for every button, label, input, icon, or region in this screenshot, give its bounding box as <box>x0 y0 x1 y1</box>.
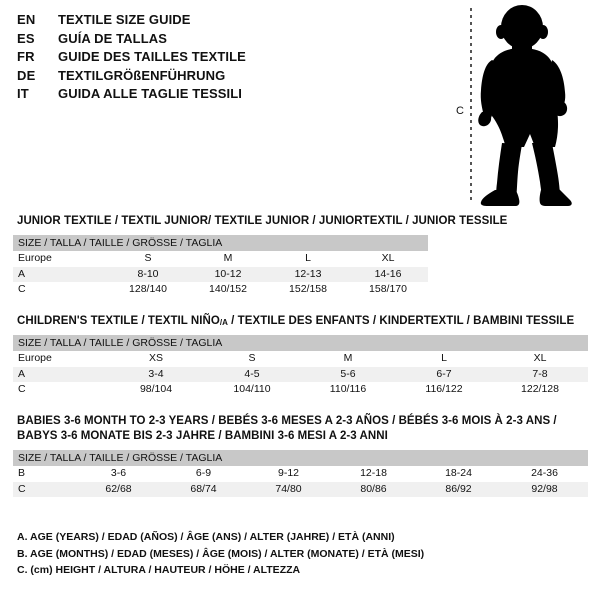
row-label: C <box>13 282 108 298</box>
cell: L <box>396 351 492 367</box>
language-title: GUÍA DE TALLAS <box>58 30 168 46</box>
table-row: A 8-10 10-12 12-13 14-16 <box>13 266 429 282</box>
section-title-children-part2: / TEXTILE DES ENFANTS / KINDERTEXTIL / B… <box>227 315 575 327</box>
cell: 5-6 <box>300 366 396 382</box>
cell: L <box>268 251 348 267</box>
language-title-block: EN TEXTILE SIZE GUIDE ES GUÍA DE TALLAS … <box>17 12 437 105</box>
row-label: C <box>13 382 108 398</box>
language-row: DE TEXTILGRÖßENFÜHRUNG <box>17 68 437 87</box>
table-row: C 98/104 104/110 110/116 116/122 122/128 <box>13 382 588 398</box>
table-header-row: SIZE / TALLA / TAILLE / GRÖSSE / TAGLIA <box>13 450 589 466</box>
cell: 68/74 <box>161 481 246 497</box>
language-code: ES <box>17 30 35 46</box>
table-row: Europe S M L XL <box>13 251 429 267</box>
table-row: B 3-6 6-9 9-12 12-18 18-24 24-36 <box>13 466 589 482</box>
cell: 4-5 <box>204 366 300 382</box>
language-code: EN <box>17 12 36 27</box>
cell: 18-24 <box>416 466 501 482</box>
cell: 86/92 <box>416 481 501 497</box>
height-dimension-label: C <box>456 105 464 117</box>
language-row: IT GUIDA ALLE TAGLIE TESSILI <box>17 86 437 105</box>
table-junior: SIZE / TALLA / TAILLE / GRÖSSE / TAGLIA … <box>13 235 429 298</box>
cell: 14-16 <box>348 266 429 282</box>
table-header-label: SIZE / TALLA / TAILLE / GRÖSSE / TAGLIA <box>13 335 588 351</box>
cell: M <box>300 351 396 367</box>
legend-row-c: C. (cm) HEIGHT / ALTURA / HAUTEUR / HÖHE… <box>17 564 301 576</box>
cell: 98/104 <box>108 382 204 398</box>
cell: 7-8 <box>492 366 588 382</box>
table-row: C 128/140 140/152 152/158 158/170 <box>13 282 429 298</box>
cell: 104/110 <box>204 382 300 398</box>
section-title-children: CHILDREN'S TEXTILE / TEXTIL NIÑO/A / TEX… <box>17 314 588 329</box>
table-babies: SIZE / TALLA / TAILLE / GRÖSSE / TAGLIA … <box>13 450 589 497</box>
section-title-children-sub: /A <box>219 318 228 327</box>
cell: 158/170 <box>348 282 429 298</box>
section-junior: JUNIOR TEXTILE / TEXTIL JUNIOR/ TEXTILE … <box>13 214 508 298</box>
cell: 10-12 <box>188 266 268 282</box>
legend-row-b: B. AGE (MONTHS) / EDAD (MESES) / ÂGE (MO… <box>17 547 425 560</box>
cell: 122/128 <box>492 382 588 398</box>
cell: 12-18 <box>331 466 416 482</box>
language-title: TEXTILGRÖßENFÜHRUNG <box>58 67 226 83</box>
language-row: ES GUÍA DE TALLAS <box>17 31 437 50</box>
row-label: A <box>13 266 108 282</box>
cell: S <box>108 251 188 267</box>
cell: 6-9 <box>161 466 246 482</box>
cell: 3-4 <box>108 366 204 382</box>
table-header-row: SIZE / TALLA / TAILLE / GRÖSSE / TAGLIA <box>13 235 429 251</box>
cell: 12-13 <box>268 266 348 282</box>
table-header-row: SIZE / TALLA / TAILLE / GRÖSSE / TAGLIA <box>13 335 588 351</box>
section-children: CHILDREN'S TEXTILE / TEXTIL NIÑO/A / TEX… <box>13 314 588 398</box>
row-label: C <box>13 481 76 497</box>
legend-block: A. AGE (YEARS) / EDAD (AÑOS) / ÂGE (ANS)… <box>17 529 424 579</box>
language-code: DE <box>17 67 36 83</box>
section-title-junior: JUNIOR TEXTILE / TEXTIL JUNIOR/ TEXTILE … <box>17 215 508 227</box>
row-label: Europe <box>13 251 108 267</box>
cell: 92/98 <box>501 481 589 497</box>
cell: 140/152 <box>188 282 268 298</box>
table-row: A 3-4 4-5 5-6 6-7 7-8 <box>13 366 588 382</box>
table-row: C 62/68 68/74 74/80 80/86 86/92 92/98 <box>13 481 589 497</box>
section-title-babies-line1: BABIES 3-6 MONTH TO 2-3 YEARS / BEBÉS 3-… <box>17 415 557 427</box>
row-label: B <box>13 466 76 482</box>
cell: 3-6 <box>76 466 161 482</box>
cell: 74/80 <box>246 481 331 497</box>
cell: 9-12 <box>246 466 331 482</box>
cell: 128/140 <box>108 282 188 298</box>
language-title: GUIDA ALLE TAGLIE TESSILI <box>58 86 243 101</box>
language-row: FR GUIDE DES TAILLES TEXTILE <box>17 49 437 68</box>
row-label: Europe <box>13 351 108 367</box>
language-code: FR <box>17 49 35 64</box>
table-header-label: SIZE / TALLA / TAILLE / GRÖSSE / TAGLIA <box>13 235 429 251</box>
cell: 6-7 <box>396 366 492 382</box>
cell: XL <box>492 351 588 367</box>
cell: 24-36 <box>501 466 589 482</box>
cell: 80/86 <box>331 481 416 497</box>
cell: 110/116 <box>300 382 396 398</box>
section-title-children-part1: CHILDREN'S TEXTILE / TEXTIL NIÑO <box>17 315 220 327</box>
cell: XS <box>108 351 204 367</box>
language-row: EN TEXTILE SIZE GUIDE <box>17 12 437 31</box>
language-title: TEXTILE SIZE GUIDE <box>58 12 191 27</box>
legend-row-a: A. AGE (YEARS) / EDAD (AÑOS) / ÂGE (ANS)… <box>17 531 395 543</box>
section-babies: BABIES 3-6 MONTH TO 2-3 YEARS / BEBÉS 3-… <box>13 414 589 497</box>
section-title-babies-line2: BABYS 3-6 MONATE BIS 2-3 JAHRE / BAMBINI… <box>17 430 388 442</box>
language-code: IT <box>17 86 29 101</box>
language-title: GUIDE DES TAILLES TEXTILE <box>58 49 246 64</box>
cell: 62/68 <box>76 481 161 497</box>
toddler-silhouette-shape <box>478 5 572 206</box>
table-children: SIZE / TALLA / TAILLE / GRÖSSE / TAGLIA … <box>13 335 588 398</box>
cell: 152/158 <box>268 282 348 298</box>
cell: M <box>188 251 268 267</box>
row-label: A <box>13 366 108 382</box>
cell: XL <box>348 251 429 267</box>
table-header-label: SIZE / TALLA / TAILLE / GRÖSSE / TAGLIA <box>13 450 589 466</box>
cell: S <box>204 351 300 367</box>
cell: 8-10 <box>108 266 188 282</box>
child-silhouette-icon <box>470 5 572 206</box>
table-row: Europe XS S M L XL <box>13 351 588 367</box>
cell: 116/122 <box>396 382 492 398</box>
height-measurement-figure: C <box>440 0 600 212</box>
